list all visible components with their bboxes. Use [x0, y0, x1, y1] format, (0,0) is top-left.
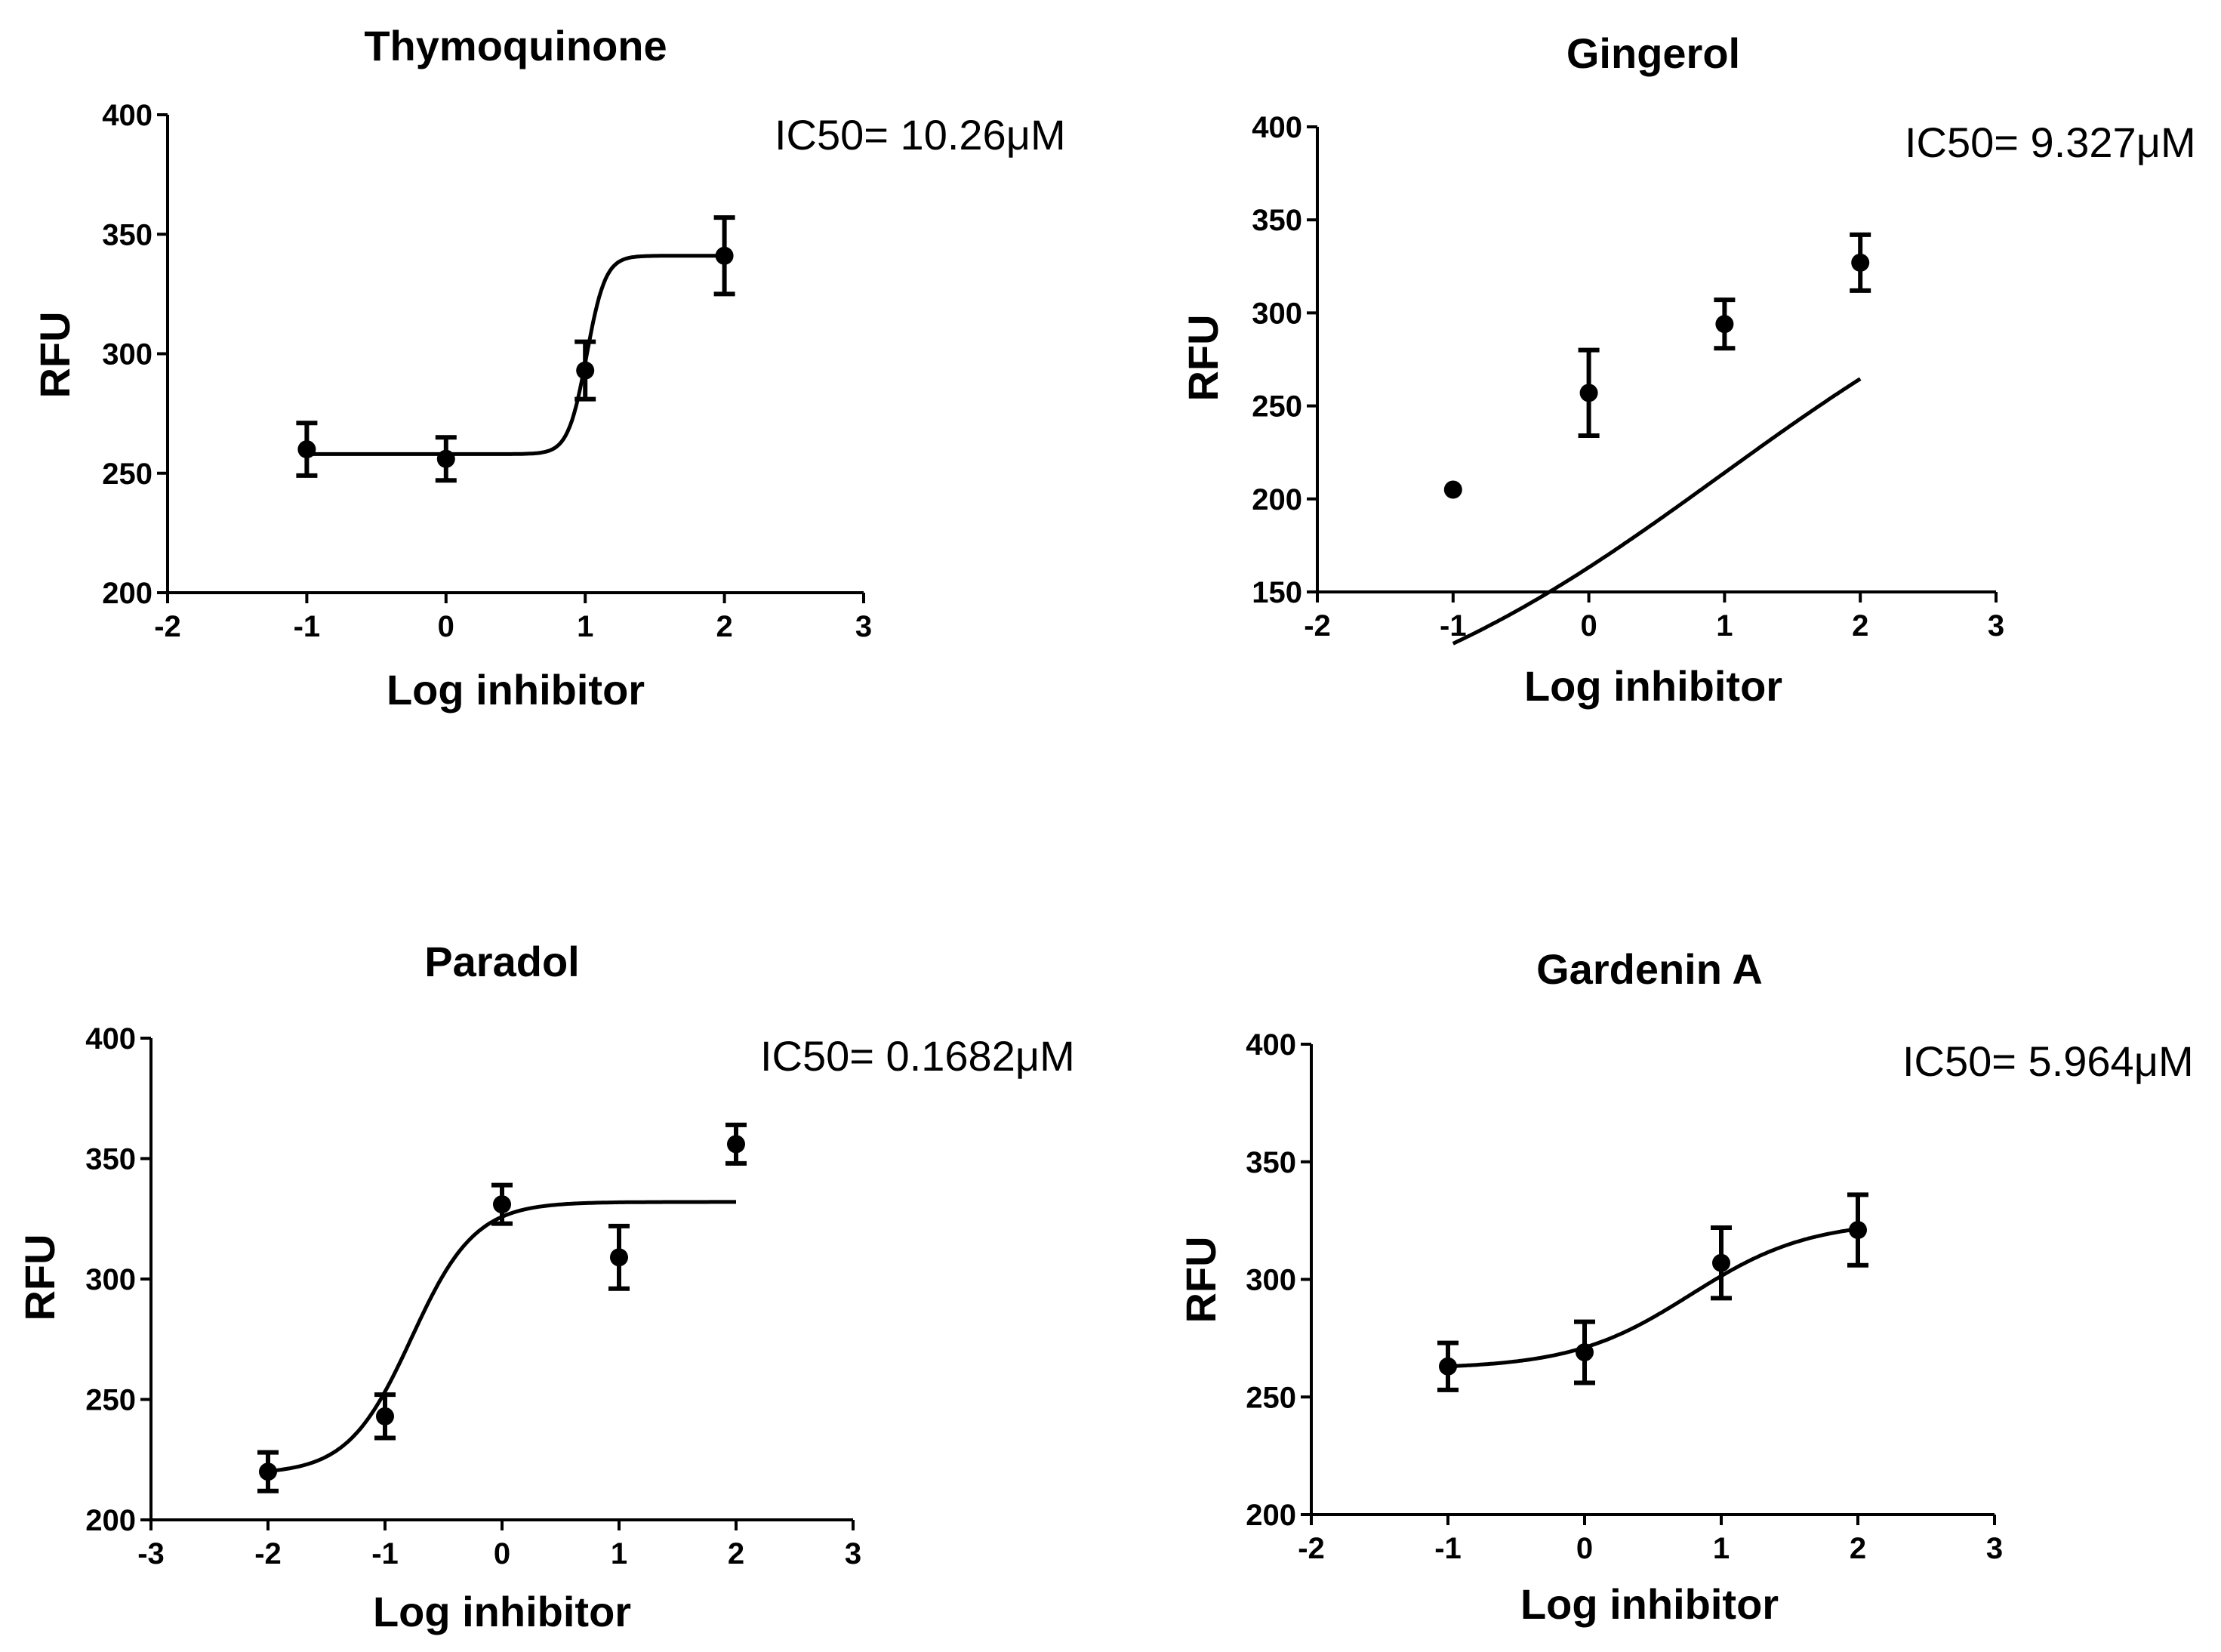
- x-tick-label: 2: [716, 610, 732, 643]
- data-point: [715, 246, 734, 265]
- ic50-annotation: IC50= 9.327μM: [1905, 119, 2196, 166]
- x-tick-label: -2: [154, 610, 181, 643]
- y-tick-label: 200: [85, 1504, 136, 1537]
- x-tick-label: -1: [1440, 609, 1467, 643]
- x-tick-label: 1: [1713, 1532, 1730, 1565]
- panel-title: Thymoquinone: [364, 22, 667, 69]
- x-tick-label: 2: [1852, 609, 1868, 643]
- data-point: [436, 449, 455, 468]
- y-tick-label: 250: [85, 1384, 136, 1417]
- data-point: [376, 1407, 394, 1425]
- y-tick-label: 200: [1246, 1499, 1296, 1532]
- x-tick-label: 0: [1576, 1532, 1593, 1565]
- fit-curve: [1447, 1227, 1859, 1369]
- data-point: [1851, 253, 1870, 272]
- data-point: [297, 440, 316, 459]
- data-point: [493, 1195, 511, 1214]
- y-tick-label: 250: [1246, 1381, 1296, 1414]
- x-tick-label: 2: [728, 1537, 744, 1570]
- x-tick-label: 0: [494, 1537, 510, 1570]
- x-tick-label: -2: [1298, 1532, 1325, 1565]
- x-axis-label: Log inhibitor: [1524, 662, 1782, 710]
- panel-paradol: Paradol IC50= 0.1682μM Log inhibitor RFU…: [16, 938, 1075, 1635]
- data-point: [727, 1135, 745, 1154]
- y-axis-label: RFU: [1179, 314, 1227, 401]
- x-tick-label: 0: [1580, 609, 1597, 643]
- x-axis-label: Log inhibitor: [373, 1588, 631, 1635]
- x-tick-label: 3: [1986, 1532, 2003, 1565]
- ic50-annotation: IC50= 5.964μM: [1902, 1037, 2194, 1085]
- x-tick-label: -2: [254, 1537, 282, 1570]
- data-point: [1849, 1221, 1867, 1240]
- data-point: [610, 1248, 628, 1267]
- y-tick-label: 400: [1246, 1028, 1296, 1062]
- y-tick-label: 250: [1252, 390, 1302, 424]
- x-tick-label: 0: [438, 610, 454, 643]
- y-tick-label: 300: [102, 338, 152, 371]
- x-tick-label: 3: [1988, 609, 2004, 643]
- x-tick-label: -3: [137, 1537, 165, 1570]
- y-tick-label: 350: [102, 218, 152, 251]
- x-axis-label: Log inhibitor: [387, 666, 645, 714]
- fit-curve: [1452, 377, 1862, 646]
- y-tick-label: 300: [85, 1263, 136, 1296]
- y-axis-label: RFU: [16, 1234, 63, 1321]
- y-tick-label: 350: [85, 1143, 136, 1176]
- data-point: [1712, 1253, 1730, 1272]
- y-tick-label: 300: [1252, 297, 1302, 330]
- x-tick-label: 1: [577, 610, 593, 643]
- panel-title: Gardenin A: [1536, 945, 1763, 993]
- panel-title: Paradol: [424, 938, 579, 985]
- x-tick-label: 1: [1716, 609, 1733, 643]
- panel-gingerol: Gingerol IC50= 9.327μM Log inhibitor RFU…: [1179, 29, 2196, 710]
- y-tick-label: 300: [1246, 1264, 1296, 1297]
- y-tick-label: 250: [102, 458, 152, 491]
- x-tick-label: -1: [1434, 1532, 1462, 1565]
- y-tick-label: 350: [1246, 1146, 1296, 1179]
- x-tick-label: -2: [1304, 609, 1331, 643]
- y-tick-label: 400: [85, 1022, 136, 1056]
- y-tick-label: 350: [1252, 204, 1302, 237]
- y-tick-label: 150: [1252, 576, 1302, 609]
- fit-curve: [267, 1200, 736, 1473]
- x-tick-label: 2: [1850, 1532, 1866, 1565]
- x-tick-label: 3: [845, 1537, 861, 1570]
- data-point: [576, 361, 595, 380]
- x-tick-label: -1: [371, 1537, 399, 1570]
- y-axis-label: RFU: [1177, 1236, 1224, 1323]
- y-tick-label: 400: [102, 99, 152, 132]
- x-tick-label: 3: [855, 610, 872, 643]
- ic50-annotation: IC50= 10.26μM: [775, 111, 1066, 159]
- data-point: [1439, 1357, 1457, 1376]
- y-tick-label: 200: [1252, 483, 1302, 516]
- y-axis-label: RFU: [31, 311, 79, 398]
- y-tick-label: 200: [102, 577, 152, 610]
- data-point: [1579, 384, 1598, 402]
- panel-title: Gingerol: [1566, 29, 1740, 77]
- y-tick-label: 400: [1252, 111, 1302, 144]
- ic50-annotation: IC50= 0.1682μM: [760, 1032, 1075, 1080]
- data-point: [1715, 315, 1734, 334]
- x-axis-label: Log inhibitor: [1520, 1580, 1779, 1628]
- data-point: [259, 1462, 277, 1481]
- x-tick-label: 1: [611, 1537, 627, 1570]
- panel-gardenin-a: Gardenin A IC50= 5.964μM Log inhibitor R…: [1177, 945, 2194, 1628]
- panel-thymoquinone: Thymoquinone IC50= 10.26μM Log inhibitor…: [31, 22, 1066, 714]
- data-point: [1443, 480, 1462, 499]
- data-point: [1576, 1343, 1594, 1362]
- x-tick-label: -1: [294, 610, 321, 643]
- fit-curve: [307, 254, 725, 456]
